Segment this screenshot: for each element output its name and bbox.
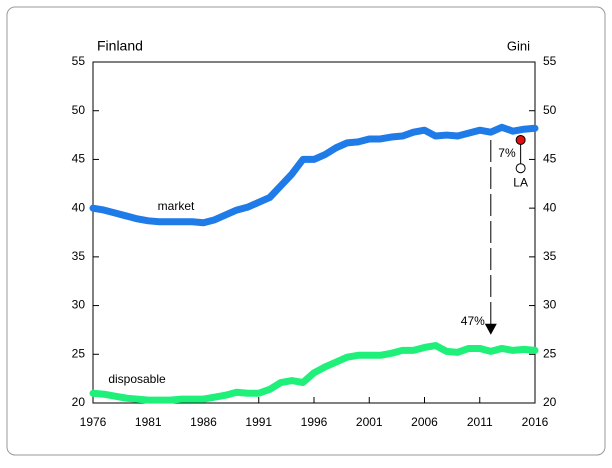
chart-title: Finland — [97, 38, 143, 54]
x-tick-label: 1986 — [190, 415, 217, 429]
x-tick-label: 2001 — [356, 415, 383, 429]
x-tick-label: 1976 — [80, 415, 107, 429]
series-label: market — [158, 199, 195, 213]
y-tick-label: 35 — [72, 249, 86, 263]
connector-label: 7% — [498, 146, 516, 160]
line-series — [89, 342, 539, 404]
arrow-label: 47% — [461, 314, 485, 328]
y2-tick-label: 55 — [543, 54, 557, 68]
y2-tick-label: 50 — [543, 103, 557, 117]
marker — [515, 134, 526, 145]
y-tick-label: 25 — [72, 346, 86, 360]
y2-tick-label: 30 — [543, 298, 557, 312]
x-tick-label: 1991 — [245, 415, 272, 429]
x-tick-label: 2011 — [467, 415, 493, 429]
x-tick-label: 1996 — [301, 415, 328, 429]
frame — [6, 6, 606, 456]
y-tick-label: 30 — [72, 298, 86, 312]
y2-tick-label: 25 — [543, 346, 557, 360]
x-tick-label: 2016 — [522, 415, 549, 429]
line-series — [89, 123, 539, 227]
y2-tick-label: 45 — [543, 152, 557, 166]
y-tick-label: 50 — [72, 103, 86, 117]
arrow-head — [484, 323, 497, 335]
marker — [515, 163, 526, 174]
x-tick-label: 1981 — [135, 415, 162, 429]
y-tick-label: 20 — [72, 395, 86, 409]
y-tick-label: 40 — [72, 200, 86, 214]
x-tick-label: 2006 — [411, 415, 438, 429]
y2-tick-label: 35 — [543, 249, 557, 263]
y-tick-label: 45 — [72, 152, 86, 166]
y-tick-label: 55 — [72, 54, 86, 68]
y2-axis-label: Gini — [507, 38, 530, 53]
marker-label: LA — [513, 175, 528, 189]
y2-tick-label: 20 — [543, 395, 557, 409]
y2-tick-label: 40 — [543, 200, 557, 214]
series-label: disposable — [108, 372, 166, 386]
